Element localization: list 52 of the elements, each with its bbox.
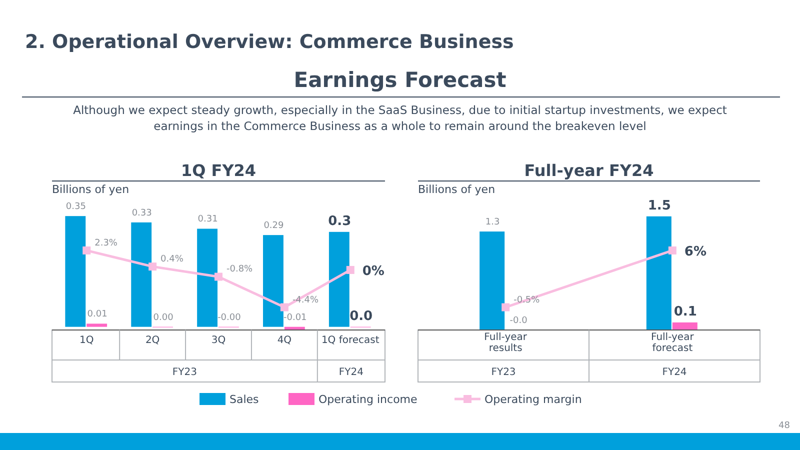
bar [131,222,152,327]
data-label: 2.3% [94,238,118,248]
data-label: -0.00 [218,312,242,323]
data-label: 0.31 [198,214,218,225]
text: FY23 [172,367,197,378]
data-label: 0.3 [328,214,352,229]
data-label: 0.0 [350,308,373,324]
data-label: 6% [684,244,706,260]
data-label: 1.3 [485,218,500,228]
point [346,266,354,274]
text: 48 [778,421,790,431]
x-tick-label: Full-year results [484,332,528,354]
x-tick-label: 1Q forecast [321,335,380,346]
text: FY24 [338,367,364,378]
text: Although we expect steady growth, especially in the SaaS Business, due to initial startup investments, we expect earnings in the Commerce Business as a whole to remain around the breakeven level [73,103,728,133]
text: FY24 [662,367,687,378]
x-tick-label: Full-year forecast [650,332,695,354]
legend-label: Operating income [318,393,418,406]
x-tick-label: 4Q [277,335,292,346]
x-tick-label: 2Q [145,335,160,346]
data-label: -0.01 [284,312,307,323]
bar [263,235,284,327]
text: Earnings Forecast [294,68,506,92]
legend-label: Operating margin [484,393,582,406]
chart-title: Full-year FY24 [524,161,654,180]
text: FY23 [491,367,516,378]
data-label: 0.01 [87,310,108,320]
data-label: 0.33 [132,208,152,218]
bar [86,324,108,327]
point [214,272,222,281]
text: 2. Operational Overview: Commerce Business [25,31,514,53]
legend-label: Sales [230,393,260,406]
data-label: -0.8% [226,264,254,275]
y-axis-title: Billions of yen [418,183,496,196]
data-label: 0.00 [153,312,174,323]
bar [65,216,86,327]
chart-title: 1Q FY24 [180,161,256,180]
x-tick-label: 1Q [80,335,94,346]
data-label: 0.29 [264,221,284,232]
bar [197,228,218,327]
point [82,246,91,254]
data-label: 0% [362,264,384,279]
point [280,303,288,312]
data-label: -0.0 [510,316,528,326]
data-label: 0.1 [674,304,697,320]
data-label: 0.35 [66,202,86,212]
data-label: 1.5 [648,198,671,214]
bar [328,232,350,327]
y-axis-title: Billions of yen [52,183,130,196]
point [148,262,157,271]
x-tick-label: 3Q [211,335,226,346]
data-label: 0.4% [160,254,184,265]
